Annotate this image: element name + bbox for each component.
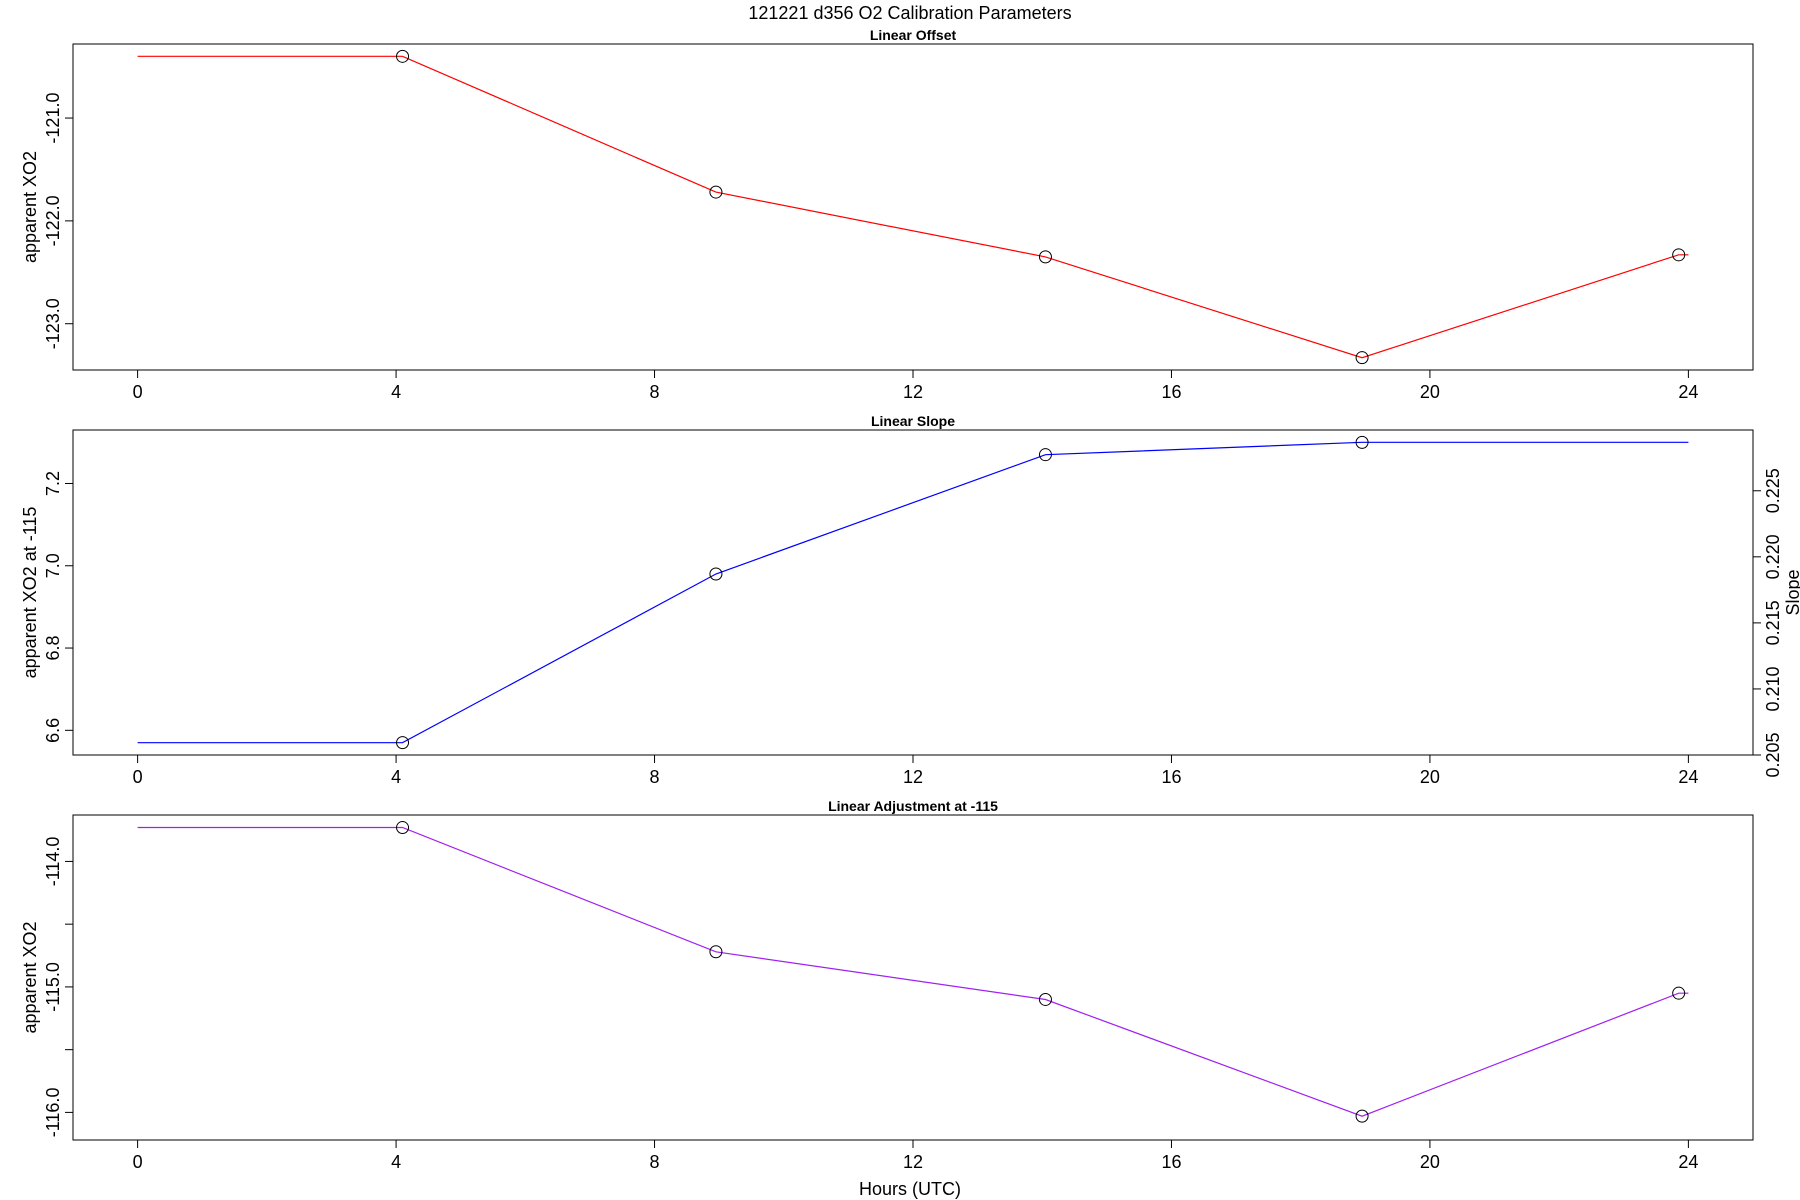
x-tick-label: 4 [391,382,401,402]
y-tick-label: -114.0 [43,837,63,887]
y-axis-label: apparent XO2 at -115 [20,507,40,679]
x-tick-label: 4 [391,1152,401,1172]
y2-tick-label: 0.220 [1763,534,1783,579]
series-line [137,826,1689,1117]
x-tick-label: 20 [1420,382,1440,402]
panel-1: Linear Offset 0 4 8 12 16 20 24 -121.0 -122.0 -123… [20,27,1754,402]
y-tick-label: -122.0 [43,195,63,246]
data-point-marker [1038,992,1052,1006]
plot-frame [72,43,1754,371]
y-tick-label: -121.0 [43,93,63,144]
x-tick-label: 8 [650,1152,660,1172]
data-point-marker [1672,248,1686,262]
x-tick-label: 20 [1420,767,1440,787]
data-point-marker [709,945,723,959]
y2-tick-label: 0.205 [1763,732,1783,777]
panel-2: Linear Slope 0 4 8 12 16 20 24 6.6 6.8 7.0 7.2appar… [20,413,1800,787]
figure-title: 121221 d356 O2 Calibration Parameters [748,3,1071,23]
x-tick-label: 24 [1678,382,1698,402]
x-tick-label: 16 [1161,382,1181,402]
y2-tick-label: 0.210 [1763,666,1783,711]
x-tick-label: 0 [133,382,143,402]
data-point-marker [709,185,723,199]
y-tick-label: -115.0 [43,962,63,1012]
y2-tick-label: 0.225 [1763,468,1783,513]
data-point-marker [396,736,410,750]
y-tick-label: 7.0 [43,553,63,578]
data-point-marker [1038,448,1052,462]
x-tick-label: 0 [133,1152,143,1172]
data-point-marker [1672,986,1686,1000]
data-point-marker [396,49,410,63]
x-axis-label: Hours (UTC) [859,1179,961,1199]
data-point-marker [1038,250,1052,264]
x-tick-label: 12 [903,767,923,787]
y-tick-label: -116.0 [43,1088,63,1138]
x-tick-label: 0 [133,767,143,787]
panel-title: Linear Slope [871,413,955,429]
x-tick-label: 16 [1161,767,1181,787]
y-tick-label: -123.0 [43,298,63,349]
panel-title: Linear Adjustment at -115 [828,798,998,814]
plot-frame [72,814,1754,1141]
data-point-marker [1355,1109,1369,1123]
data-point-marker [396,821,410,835]
y-axis-label: apparent XO2 [20,921,40,1033]
x-tick-label: 16 [1161,1152,1181,1172]
y2-tick-label: 0.215 [1763,600,1783,645]
plot-frame [72,429,1754,756]
x-tick-label: 8 [650,767,660,787]
x-tick-label: 24 [1678,767,1698,787]
data-point-marker [709,567,723,581]
y-tick-label: 6.8 [43,636,63,661]
x-tick-label: 24 [1678,1152,1698,1172]
x-tick-label: 12 [903,382,923,402]
y-tick-label: 7.2 [43,471,63,496]
x-tick-label: 20 [1420,1152,1440,1172]
x-tick-label: 12 [903,1152,923,1172]
y-tick-label: 6.6 [43,718,63,743]
y-axis-label: apparent XO2 [20,151,40,263]
data-point-marker [1355,351,1369,365]
data-point-marker [1355,435,1369,449]
x-tick-label: 8 [650,382,660,402]
x-tick-label: 4 [391,767,401,787]
panels: Linear Offset 0 4 8 12 16 20 24 -121.0 -122.0 -123… [20,27,1800,1172]
series-line [137,55,1689,359]
panel-3: Linear Adjustment at -115 0 4 8 12 16 20 24 -114… [20,798,1754,1172]
y2-axis-label: Slope [1783,569,1800,615]
panel-title: Linear Offset [870,27,957,43]
series-line [137,441,1689,744]
